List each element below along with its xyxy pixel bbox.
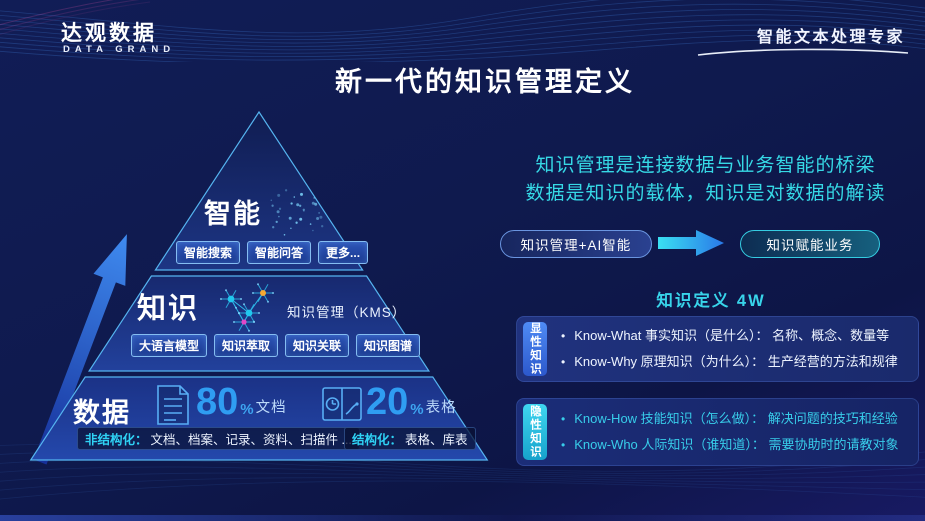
stat-tables: 20 % 表格 [366,381,457,423]
document-icon [157,385,189,425]
logo-en: DATA GRAND [63,44,176,55]
stat-tables-value: 20 [366,381,409,423]
tag-structured: 结构化： 表格、库表 [344,427,476,450]
chip-knowledge-association[interactable]: 知识关联 [285,334,350,357]
tagline-underline [697,48,909,56]
stat-docs: 80 % 文档 [196,381,287,423]
tacit-knowledge-tab: 隐性知识 [523,404,547,460]
level-label-data: 数据 [73,398,131,428]
tacit-knowledge-box: 隐性知识 Know-How 技能知识（怎么做）： 解决问题的技巧和经验 Know… [516,398,919,466]
explicit-knowledge-tab: 显性知识 [523,322,547,376]
level-label-intelligence: 智能 [204,199,262,229]
pill-km-ai[interactable]: 知识管理+AI智能 [500,230,652,258]
growth-arrow-icon [33,234,127,465]
top-wave-lines [0,0,925,62]
tag-unstructured: 非结构化： 文档、档案、记录、资料、扫描件 ... [77,427,360,450]
chip-knowledge-extraction[interactable]: 知识萃取 [214,334,279,357]
explicit-knowledge-box: 显性知识 Know-What 事实知识（是什么）： 名称、概念、数量等 Know… [516,316,919,382]
chip-knowledge-graph[interactable]: 知识图谱 [356,334,421,357]
bullet-know-what: Know-What 事实知识（是什么）： 名称、概念、数量等 [561,323,898,349]
kms-label: 知识管理（KMS） [287,305,407,320]
knowledge-chip-row: 大语言模型 知识萃取 知识关联 知识图谱 [131,334,421,357]
stat-docs-label: 文档 [255,400,287,416]
explicit-knowledge-bullets: Know-What 事实知识（是什么）： 名称、概念、数量等 Know-Why … [561,323,898,375]
neuron-network-icon [219,282,275,333]
tag-unstructured-label: 非结构化： [85,433,148,447]
chip-smart-search[interactable]: 智能搜索 [176,241,241,264]
intro-line-1: 知识管理是连接数据与业务智能的桥梁 [535,155,876,176]
pill-knowledge-empowers[interactable]: 知识赋能业务 [740,230,880,258]
table-chart-icon [322,387,362,421]
bullet-know-how: Know-How 技能知识（怎么做）： 解决问题的技巧和经验 [561,406,899,432]
stat-tables-percent: % [410,401,424,418]
chip-smart-qa[interactable]: 智能问答 [247,241,312,264]
stat-docs-percent: % [240,401,254,418]
brain-dots-icon [270,189,324,236]
intro-line-2: 数据是知识的载体，知识是对数据的解读 [525,183,886,204]
bullet-know-why: Know-Why 原理知识（为什么）： 生产经营的方法和规律 [561,349,898,375]
chip-more[interactable]: 更多... [318,241,369,264]
tag-structured-items: 表格、库表 [405,433,468,447]
tacit-knowledge-bullets: Know-How 技能知识（怎么做）： 解决问题的技巧和经验 Know-Who … [561,406,899,458]
bullet-know-who: Know-Who 人际知识（谁知道）： 需要协助时的请教对象 [561,432,898,458]
stat-tables-label: 表格 [425,400,457,416]
chip-llm[interactable]: 大语言模型 [131,334,208,357]
stat-docs-value: 80 [196,381,239,423]
tag-structured-label: 结构化： [352,433,403,447]
bottom-edge-strip [0,515,925,521]
header-tagline: 智能文本处理专家 [756,29,905,46]
tag-unstructured-items: 文档、档案、记录、资料、扫描件 ... [150,433,352,447]
pyramid-content: 智能 智能搜索 智能问答 更多... 知识 知识管理（KMS） 大语言模型 知识… [73,199,476,450]
logo-cn: 达观数据 [61,22,157,45]
level-label-knowledge: 知识 [137,293,200,325]
intelligence-chip-row: 智能搜索 智能问答 更多... [176,241,369,264]
flow-arrow-icon [658,230,724,256]
slide-title: 新一代的知识管理定义 [335,67,635,97]
knowledge-definition-title: 知识定义 4W [656,292,766,310]
